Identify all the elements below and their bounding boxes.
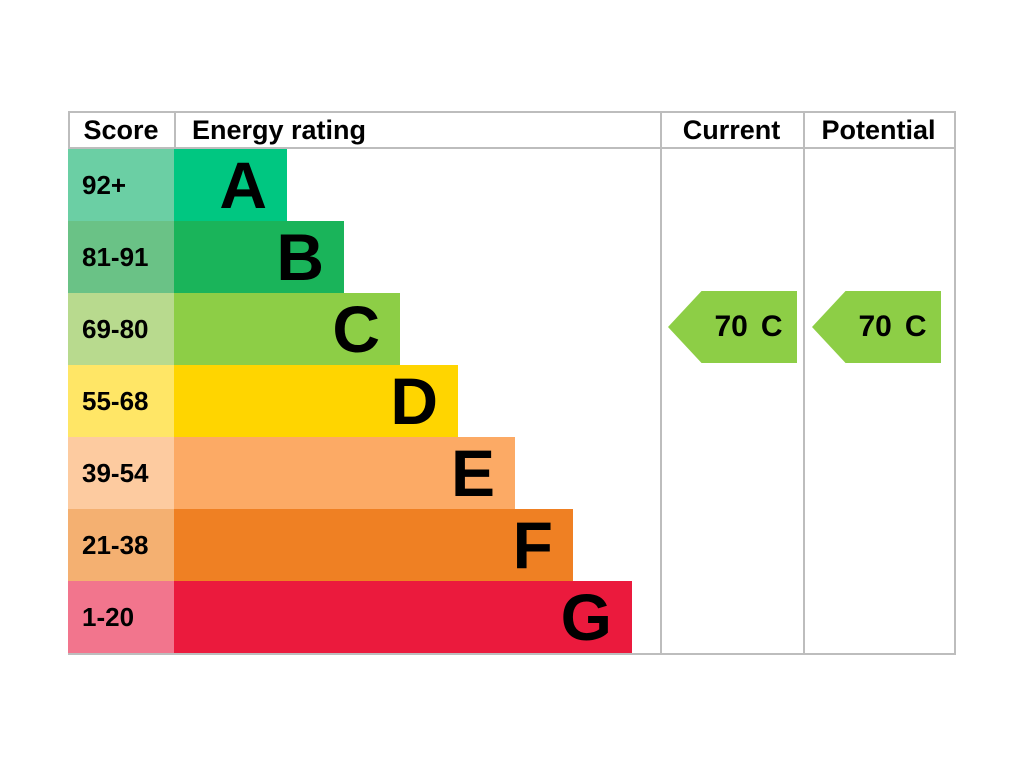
band-letter: F <box>512 508 553 582</box>
band-bar: G <box>174 581 632 653</box>
band-row: 55-68 D <box>68 365 956 437</box>
band-row: 69-80 C <box>68 293 956 365</box>
band-letter: G <box>560 580 612 654</box>
band-bar: E <box>174 437 515 509</box>
column-header-current: Current <box>682 115 781 145</box>
band-letter: C <box>332 292 380 366</box>
current-rating-band: C <box>760 310 783 343</box>
band-score-range: 81-91 <box>68 221 174 293</box>
current-rating-score: 70 <box>714 310 748 343</box>
current-column-divider <box>660 111 662 655</box>
band-score-range: 92+ <box>68 149 174 221</box>
band-bar: D <box>174 365 458 437</box>
band-row: 1-20 G <box>68 581 956 653</box>
column-header-score: Score <box>83 115 159 145</box>
table-top-border <box>68 111 956 113</box>
band-rows: 92+ A 81-91 B 69-80 C 55-68 D 39-54 E 21… <box>68 149 956 653</box>
band-score-range: 1-20 <box>68 581 174 653</box>
column-header-energy-rating: Energy rating <box>192 115 367 145</box>
table-bottom-border <box>68 653 956 655</box>
band-row: 92+ A <box>68 149 956 221</box>
score-header-divider <box>174 111 176 149</box>
band-score-range: 21-38 <box>68 509 174 581</box>
potential-rating-band: C <box>904 310 927 343</box>
band-bar: B <box>174 221 344 293</box>
band-letter: B <box>276 220 324 294</box>
band-bar: C <box>174 293 400 365</box>
header-bottom-border <box>68 147 956 149</box>
column-header-potential: Potential <box>821 115 936 145</box>
epc-rating-chart: Score Energy rating Current Potential 92… <box>68 111 956 655</box>
band-score-range: 69-80 <box>68 293 174 365</box>
band-score-range: 55-68 <box>68 365 174 437</box>
band-letter: A <box>219 148 267 222</box>
potential-column-divider <box>803 111 805 655</box>
band-row: 39-54 E <box>68 437 956 509</box>
band-score-range: 39-54 <box>68 437 174 509</box>
band-bar: A <box>174 149 287 221</box>
band-row: 21-38 F <box>68 509 956 581</box>
band-letter: E <box>450 436 495 510</box>
band-bar: F <box>174 509 573 581</box>
band-row: 81-91 B <box>68 221 956 293</box>
table-right-border <box>954 111 956 655</box>
band-letter: D <box>390 364 438 438</box>
potential-rating-score: 70 <box>858 310 892 343</box>
